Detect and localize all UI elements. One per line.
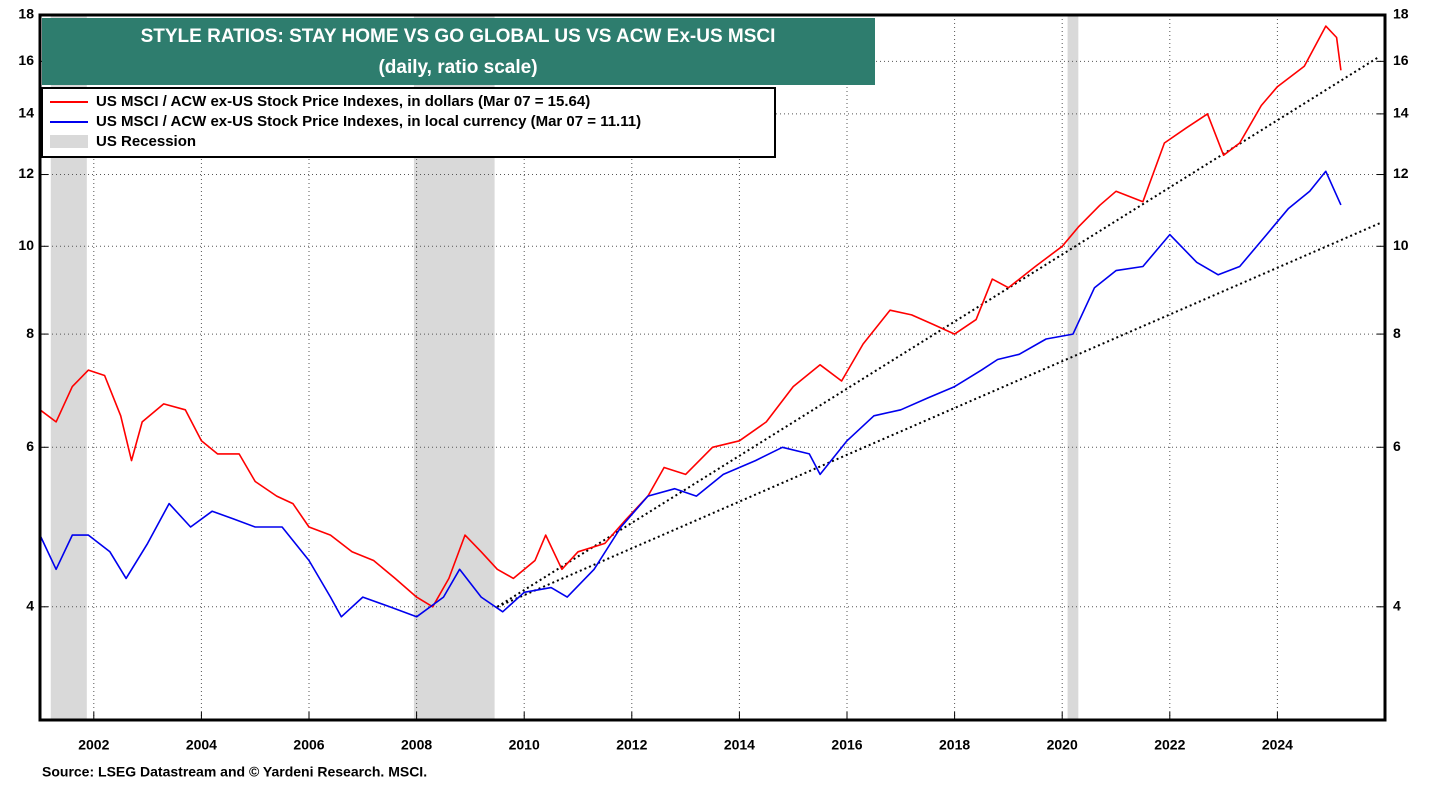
legend: US MSCI / ACW ex-US Stock Price Indexes,… [50,93,641,150]
y2-tick-label: 14 [1393,105,1409,121]
x-tick-label: 2020 [1047,737,1078,753]
y-tick-label: 6 [26,438,34,454]
y2-tick-label: 10 [1393,237,1409,253]
x-tick-label: 2012 [616,737,647,753]
x-tick-label: 2010 [509,737,540,753]
y2-tick-label: 6 [1393,438,1401,454]
legend-label: US MSCI / ACW ex-US Stock Price Indexes,… [96,93,590,110]
x-tick-label: 2018 [939,737,970,753]
x-tick-label: 2004 [186,737,217,753]
legend-label: US Recession [96,133,196,150]
legend-box [41,87,776,158]
series-line [39,170,1342,618]
trend-line [496,222,1380,608]
y2-tick-label: 4 [1393,598,1401,614]
x-tick-label: 2014 [724,737,755,753]
x-tick-label: 2006 [293,737,324,753]
x-tick-label: 2016 [831,737,862,753]
plot-frame [38,13,1387,722]
y2-tick-label: 12 [1393,165,1409,181]
recession-band [1067,15,1079,720]
y-tick-label: 10 [18,237,34,253]
source-note: Source: LSEG Datastream and © Yardeni Re… [42,764,427,780]
legend-label: US MSCI / ACW ex-US Stock Price Indexes,… [96,113,641,130]
legend-swatch [50,135,88,148]
y-tick-label: 12 [18,165,34,181]
title-box [42,18,875,85]
x-tick-label: 2002 [78,737,109,753]
y2-tick-label: 8 [1393,325,1401,341]
chart-subtitle: (daily, ratio scale) [378,57,537,78]
y2-tick-label: 16 [1393,52,1409,68]
y-tick-label: 4 [26,598,34,614]
y2-tick-label: 18 [1393,6,1409,22]
x-tick-label: 2022 [1154,737,1185,753]
y-tick-label: 14 [18,105,34,121]
y-tick-label: 8 [26,325,34,341]
lines [39,25,1381,618]
x-tick-label: 2024 [1262,737,1293,753]
x-tick-label: 2008 [401,737,432,753]
chart-title: STYLE RATIOS: STAY HOME VS GO GLOBAL US … [141,26,776,47]
y-tick-label: 18 [18,6,34,22]
y-tick-label: 16 [18,52,34,68]
